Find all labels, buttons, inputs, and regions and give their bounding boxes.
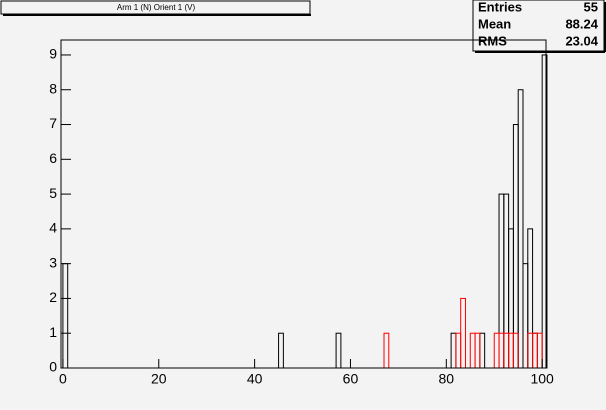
stats-value: 88.24 — [565, 16, 598, 31]
y-tick-label: 3 — [49, 254, 57, 270]
y-tick-label: 4 — [49, 220, 57, 236]
y-tick-label: 6 — [49, 150, 57, 166]
y-tick-label: 0 — [49, 359, 57, 375]
x-tick-label: 80 — [439, 371, 455, 387]
stats-box — [472, 0, 605, 52]
x-tick-label: 100 — [530, 371, 554, 387]
chart-title: Arm 1 (N) Orient 1 (V) — [117, 3, 196, 12]
x-tick-label: 20 — [151, 371, 167, 387]
y-tick-label: 1 — [49, 324, 57, 340]
stats-value: 55 — [584, 0, 598, 14]
stats-label: Mean — [478, 16, 511, 31]
stats-value: 23.04 — [565, 33, 598, 48]
x-tick-label: 60 — [343, 371, 359, 387]
x-tick-label: 40 — [247, 371, 263, 387]
frame — [60, 39, 547, 369]
x-tick-label: 0 — [59, 371, 67, 387]
y-tick-label: 2 — [49, 289, 57, 305]
y-tick-label: 8 — [49, 80, 57, 96]
y-tick-label: 5 — [49, 185, 57, 201]
y-tick-label: 7 — [49, 115, 57, 131]
stats-label: Entries — [478, 0, 522, 14]
stats-label: RMS — [478, 33, 507, 48]
frame-border — [60, 39, 547, 369]
y-tick-label: 9 — [49, 46, 57, 62]
